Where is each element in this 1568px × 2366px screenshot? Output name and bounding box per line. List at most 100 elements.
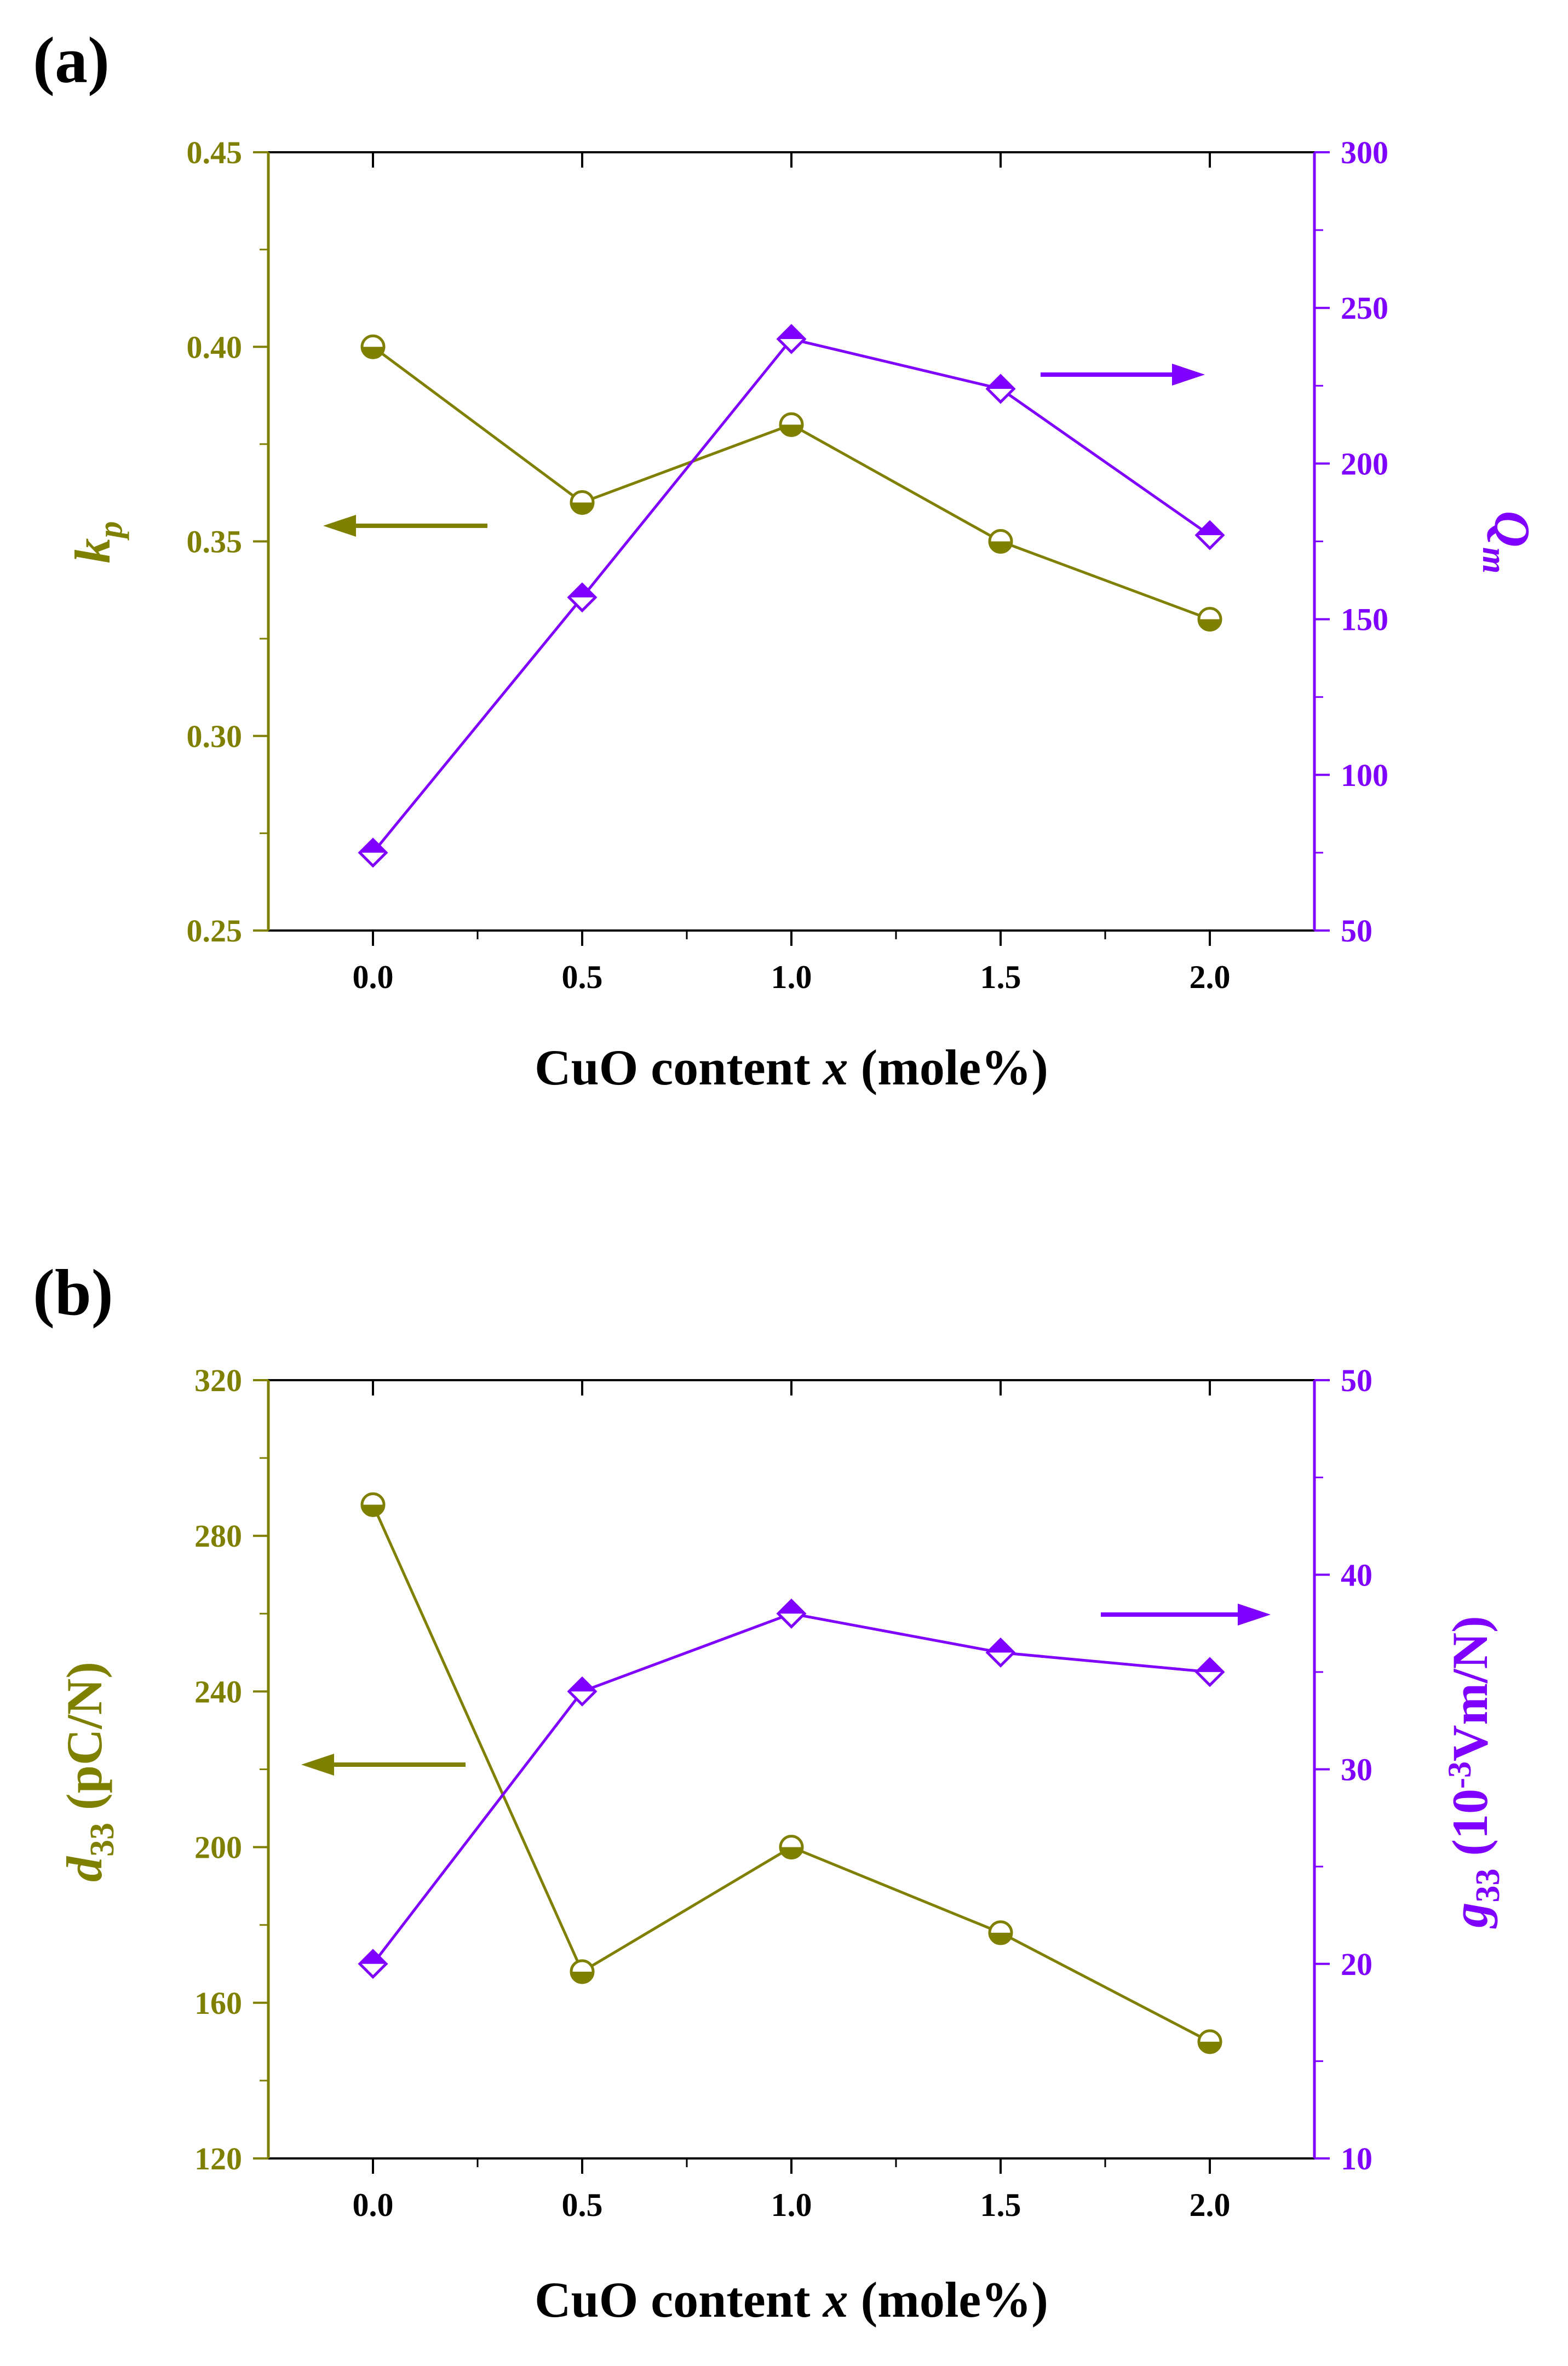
marker-fill-half	[569, 1678, 595, 1692]
data-point-d33	[570, 1959, 595, 1984]
marker-outline	[1194, 520, 1225, 550]
axes-layer: 0.0 0.5 1.0 1.5 2.0 0.25 0.30 0.35 0.40 0.45 50 100…	[187, 135, 1389, 995]
marker-outline	[985, 1637, 1016, 1668]
data-point-g33	[358, 1949, 388, 1979]
right-title-main: g	[1442, 1903, 1498, 1929]
marker-fill-half	[987, 1639, 1014, 1653]
marker-fill-half	[360, 1950, 386, 1964]
x-title-suffix: (mole%)	[848, 2272, 1048, 2328]
left-tick-label: 0.45	[187, 135, 243, 170]
right-tick-label: 20	[1341, 1946, 1372, 1982]
marker-outline	[776, 1598, 807, 1629]
data-point-g33	[567, 1676, 598, 1707]
data-point-g33	[1194, 1657, 1225, 1687]
right-tick-label: 50	[1341, 1363, 1372, 1398]
x-tick-label: 0.0	[353, 2187, 394, 2223]
arrow-head	[301, 1754, 334, 1776]
x-tick-label: 0.5	[562, 2187, 603, 2223]
x-tick-label: 2.0	[1190, 2187, 1231, 2223]
arrow-head	[1238, 1604, 1271, 1626]
series-line-g33	[372, 1612, 1210, 1965]
right-axis-title: g33 (10-3Vm/N)	[1441, 1616, 1507, 1928]
right-tick-label: 30	[1341, 1752, 1372, 1788]
chart-panel-b: (b) 0.0 0.5 1.0 1.5 2.0 120 160 200 240 280 320 10 2…	[33, 1256, 1507, 2328]
data-point-Qm	[358, 837, 388, 868]
marker-outline	[1194, 1657, 1225, 1687]
marker-outline	[570, 1959, 595, 1984]
left-tick-label: 240	[194, 1674, 242, 1709]
right-tick-label: 200	[1341, 446, 1388, 481]
marker-outline	[1197, 2029, 1222, 2054]
right-axis-title: Qm	[1475, 511, 1540, 574]
x-title-var: x	[822, 1040, 848, 1095]
right-title-sup: -3	[1441, 1761, 1478, 1789]
arrow-head	[1172, 364, 1205, 386]
panel-label: (a)	[33, 24, 110, 96]
right-tick-label: 150	[1341, 602, 1388, 638]
data-point-d33	[779, 1835, 804, 1860]
left-title-suffix: (pC/N)	[56, 1662, 112, 1823]
marker-outline	[985, 374, 1016, 404]
left-tick-label: 320	[194, 1363, 242, 1398]
data-point-kp	[988, 529, 1013, 554]
right-tick-label: 100	[1341, 757, 1388, 793]
data-layer	[323, 324, 1225, 868]
marker-outline	[567, 582, 598, 613]
left-title-main: d	[56, 1856, 112, 1882]
marker-fill-half	[778, 326, 805, 340]
x-title-var: x	[822, 2272, 848, 2328]
x-title-suffix: (mole%)	[848, 1040, 1048, 1095]
marker-outline	[776, 324, 807, 354]
x-tick-label: 0.5	[562, 959, 603, 995]
x-tick-label: 1.0	[771, 2187, 812, 2223]
marker-outline	[779, 412, 804, 437]
x-title-prefix: CuO content	[535, 2272, 823, 2328]
left-title-sub: 33	[84, 1823, 121, 1857]
left-tick-label: 0.30	[187, 719, 243, 754]
left-axis-title: d33 (pC/N)	[56, 1662, 121, 1882]
plot-frame	[267, 1379, 1316, 2160]
data-point-g33	[776, 1598, 807, 1629]
right-title-sub: m	[1475, 547, 1513, 573]
right-tick-label: 300	[1341, 135, 1388, 170]
series-line-kp	[372, 346, 1210, 621]
data-point-Qm	[1194, 520, 1225, 550]
right-title-main: Q	[1484, 511, 1540, 547]
x-tick-label: 1.0	[771, 959, 812, 995]
left-title-main: k	[65, 538, 120, 564]
left-tick-label: 0.25	[187, 913, 243, 949]
marker-outline	[1197, 607, 1222, 632]
axis-arrow-left	[301, 1754, 466, 1776]
left-tick-label: 200	[194, 1830, 242, 1865]
data-point-d33	[988, 1920, 1013, 1945]
data-point-g33	[985, 1637, 1016, 1668]
right-tick-label: 250	[1341, 290, 1388, 326]
left-tick-label: 160	[194, 1985, 242, 2021]
marker-fill-half	[1197, 1658, 1223, 1672]
x-tick-label: 0.0	[353, 959, 394, 995]
x-tick-label: 1.5	[980, 2187, 1021, 2223]
plot-frame	[267, 151, 1316, 932]
marker-outline	[360, 1492, 386, 1517]
data-point-Qm	[567, 582, 598, 613]
axis-arrow-right	[1101, 1604, 1271, 1626]
marker-outline	[358, 1949, 388, 1979]
axes-layer: 0.0 0.5 1.0 1.5 2.0 120 160 200 240 280 320 10 20 30 4…	[194, 1363, 1372, 2223]
left-tick-label: 0.35	[187, 524, 243, 560]
right-tick-label: 50	[1341, 913, 1372, 949]
right-title-suffix: (10	[1442, 1789, 1498, 1869]
right-title-suffix2: Vm/N)	[1442, 1616, 1498, 1761]
chart-panel-a: (a) 0.0 0.5 1.0 1.5 2.0 0.25 0.30 0.35 0.40 0.45 5…	[33, 24, 1540, 1095]
marker-outline	[567, 1676, 598, 1707]
left-tick-label: 280	[194, 1518, 242, 1554]
marker-fill-half	[778, 1600, 805, 1614]
left-axis-title: kp	[65, 521, 129, 564]
data-point-Qm	[776, 324, 807, 354]
marker-outline	[779, 1835, 804, 1860]
data-point-kp	[570, 490, 595, 515]
left-title-sub: p	[92, 521, 129, 541]
right-tick-label: 40	[1341, 1557, 1372, 1593]
data-point-kp	[779, 412, 804, 437]
data-point-d33	[1197, 2029, 1222, 2054]
marker-outline	[570, 490, 595, 515]
